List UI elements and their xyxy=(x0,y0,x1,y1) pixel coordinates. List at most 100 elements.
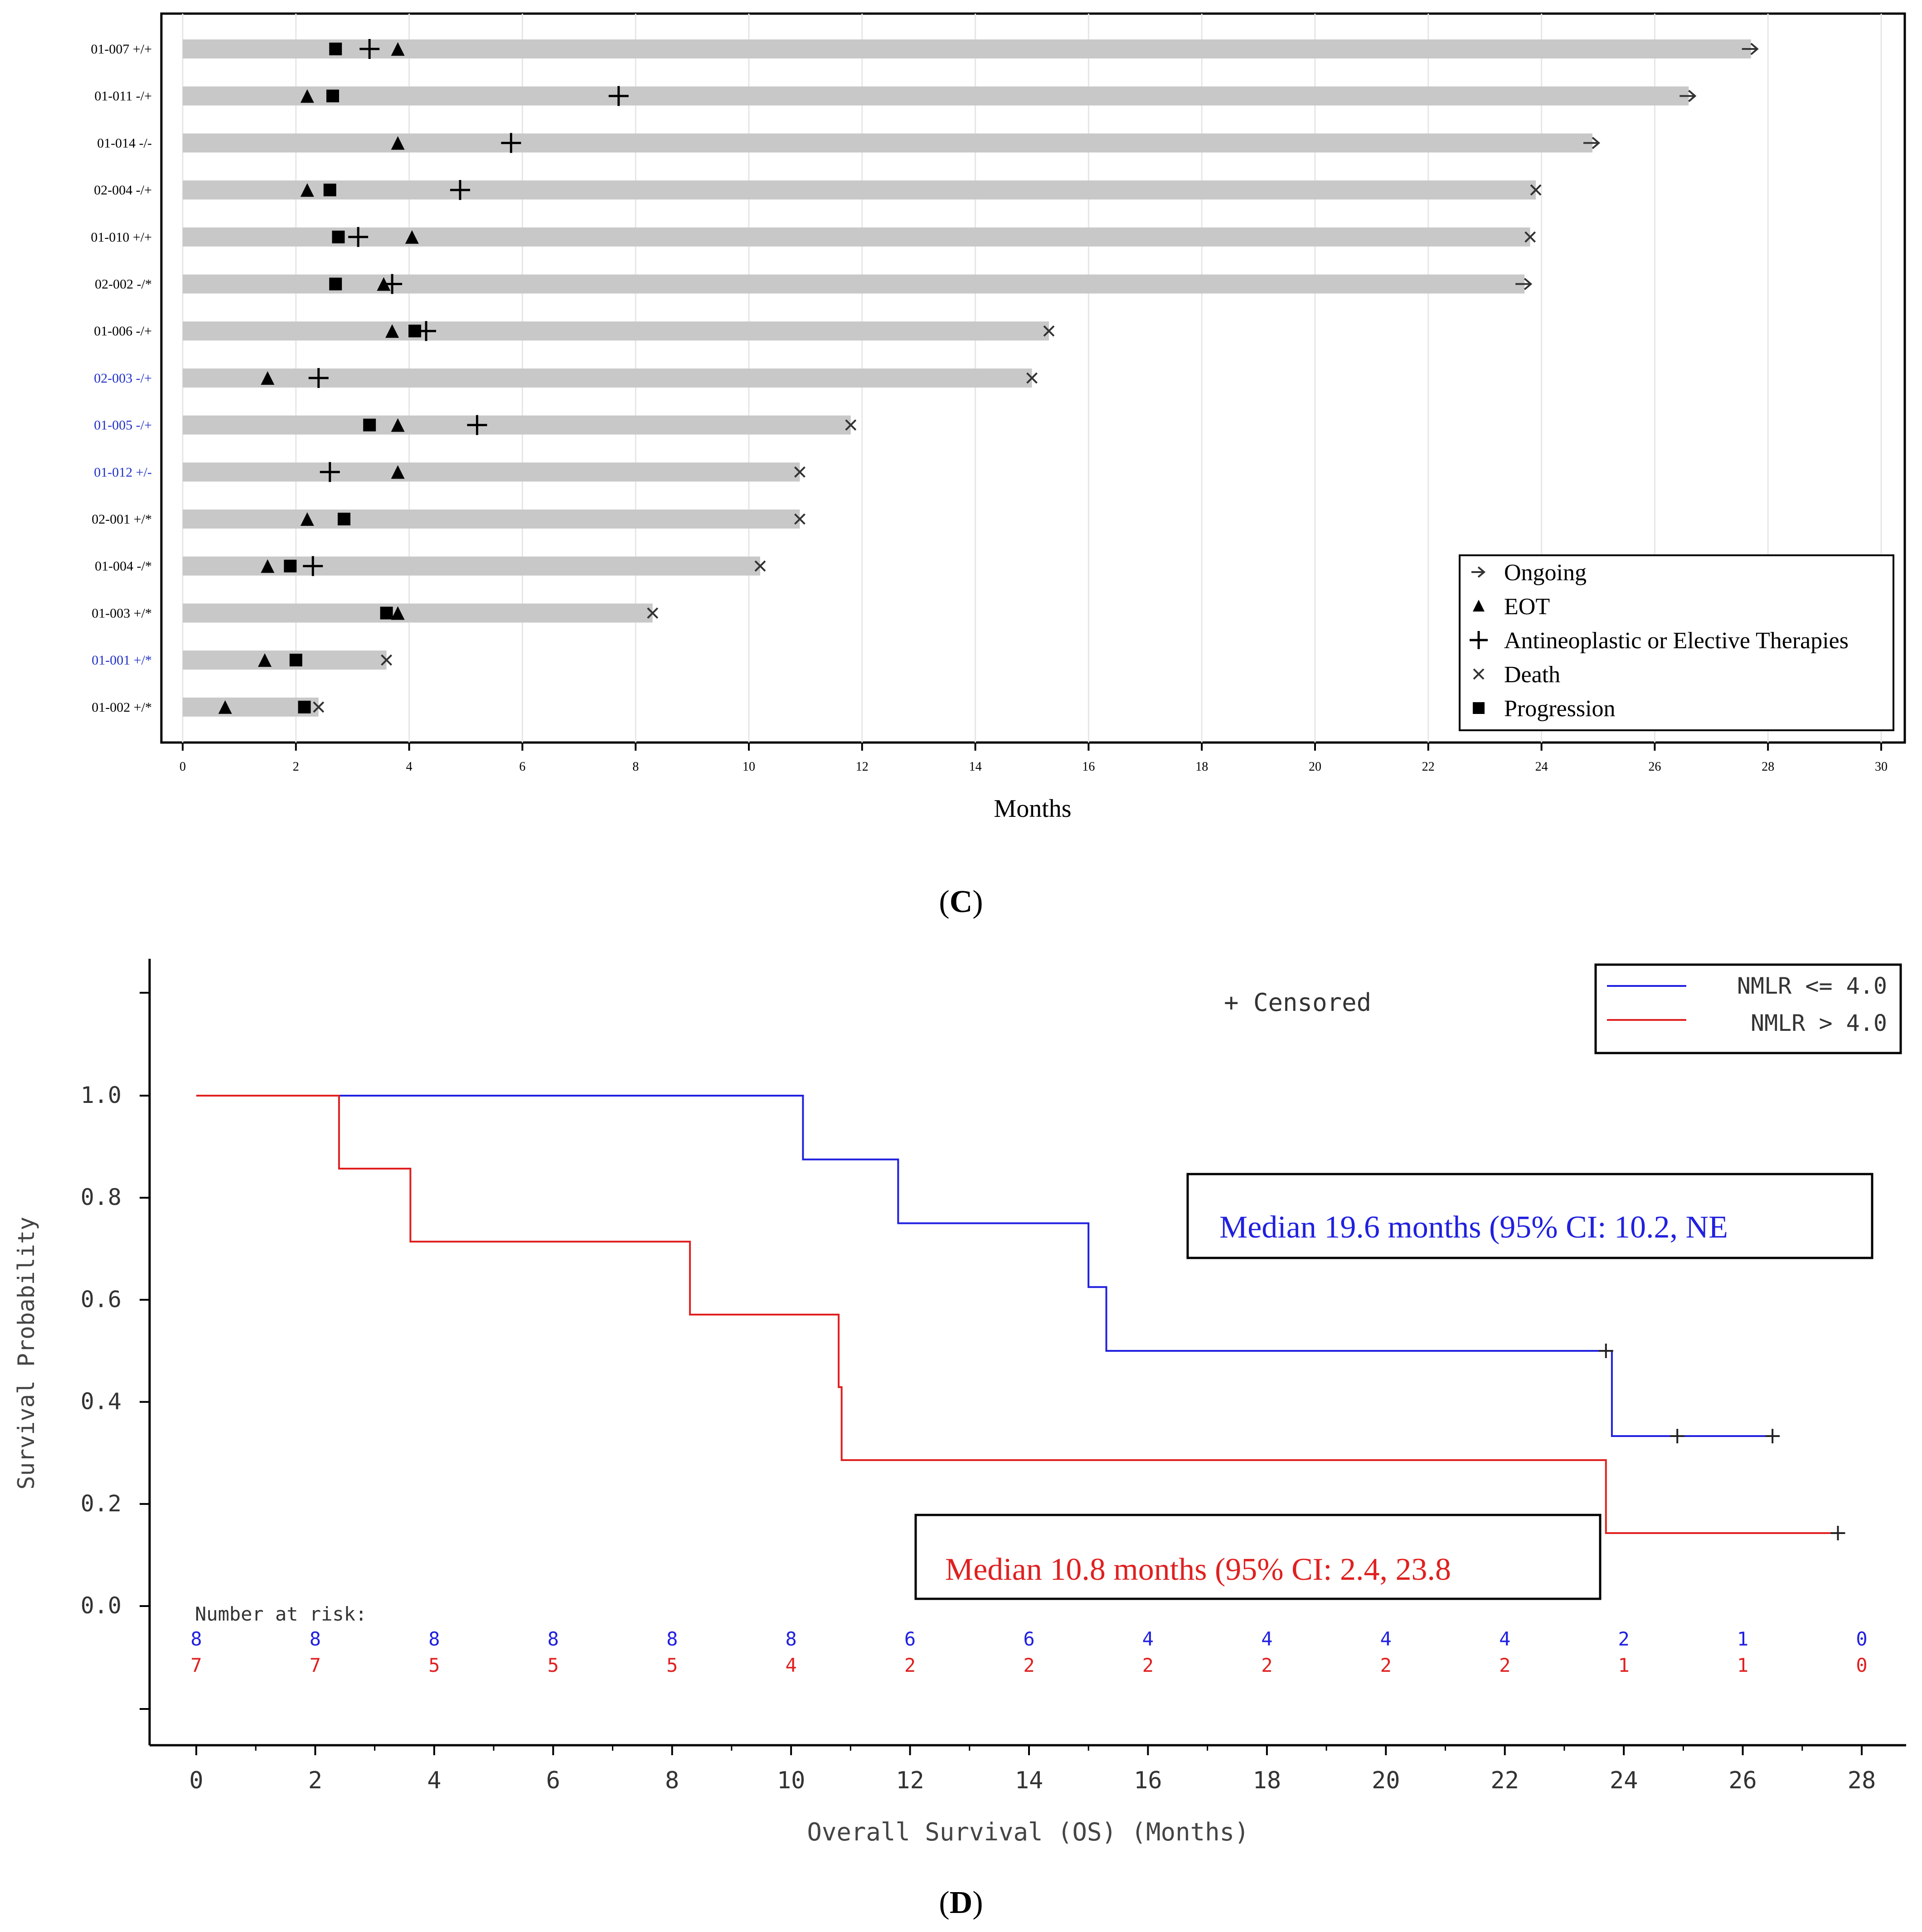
at-risk-blue: 8 xyxy=(548,1628,559,1650)
km-legend-label-blue: NMLR <= 4.0 xyxy=(1737,973,1887,999)
therapy-marker xyxy=(359,39,380,59)
death-marker-b xyxy=(1043,325,1055,337)
swimmer-bar xyxy=(183,556,760,576)
swimmer-plot-frame xyxy=(160,12,1906,744)
panel-letter-c: C xyxy=(950,884,973,919)
patient-label: 01-002 +/* xyxy=(92,700,152,715)
death-marker-b xyxy=(845,419,857,431)
therapy-marker xyxy=(320,462,340,482)
at-risk-blue: 8 xyxy=(190,1628,202,1650)
swimmer-x-tick-label: 20 xyxy=(1309,760,1321,774)
at-risk-red: 7 xyxy=(190,1654,202,1676)
eot-marker xyxy=(300,183,314,197)
ongoing-marker xyxy=(1515,277,1533,291)
patient-label: 02-001 +/* xyxy=(92,512,152,527)
at-risk-red: 2 xyxy=(1023,1654,1034,1676)
patient-label: 02-003 -/+ xyxy=(94,371,152,386)
therapy-marker xyxy=(450,180,471,200)
km-x-tick-label: 26 xyxy=(1728,1767,1757,1794)
therapy-marker xyxy=(608,86,629,106)
therapy-marker xyxy=(501,133,521,153)
at-risk-red: 5 xyxy=(548,1654,559,1676)
km-x-tick-label: 14 xyxy=(1015,1767,1044,1794)
at-risk-blue: 8 xyxy=(666,1628,678,1650)
median-box-red xyxy=(914,1514,1602,1600)
progression-marker xyxy=(284,559,297,573)
km-y-tick-label: 0.2 xyxy=(81,1490,121,1517)
swimmer-x-tick-label: 4 xyxy=(406,760,413,774)
ongoing-marker xyxy=(1679,90,1697,102)
legend-item-square: Progression xyxy=(1473,696,1616,722)
km-y-tick-label: 0.4 xyxy=(81,1388,121,1415)
legend-item-triangle: EOT xyxy=(1473,594,1550,620)
progression-marker xyxy=(380,607,393,620)
km-y-axis: 0.0 0.2 0.4 0.6 0.8 1.0 xyxy=(81,1082,150,1619)
death-marker-b xyxy=(381,654,393,666)
at-risk-blue: 4 xyxy=(1142,1628,1154,1650)
censor-mark xyxy=(1765,1429,1780,1444)
km-x-tick-label: 8 xyxy=(665,1767,679,1794)
progression-marker xyxy=(337,513,350,525)
km-x-tick-label: 2 xyxy=(308,1767,322,1794)
panel-letter-d: D xyxy=(950,1885,973,1920)
at-risk-red: 5 xyxy=(428,1654,440,1676)
death-marker-b xyxy=(647,607,659,619)
ongoing-marker-head xyxy=(1750,43,1759,55)
km-x-tick-label: 22 xyxy=(1490,1767,1519,1794)
swimmer-x-tick-label: 14 xyxy=(969,760,982,774)
km-x-tick-label: 4 xyxy=(427,1767,441,1794)
censor-mark xyxy=(1830,1525,1845,1540)
km-censor-marks xyxy=(1598,1344,1845,1540)
median-box-blue xyxy=(1186,1173,1873,1259)
at-risk-blue: 2 xyxy=(1618,1628,1629,1650)
at-risk-red: 2 xyxy=(904,1654,916,1676)
eot-marker xyxy=(261,371,275,385)
km-x-tick-label: 28 xyxy=(1848,1767,1876,1794)
at-risk-blue: 6 xyxy=(1023,1628,1034,1650)
swimmer-x-tick-label: 12 xyxy=(856,760,869,774)
swimmer-x-tick-label: 6 xyxy=(519,760,525,774)
swimmer-bar xyxy=(183,274,1525,294)
km-x-tick-label: 20 xyxy=(1372,1767,1400,1794)
eot-marker xyxy=(405,230,419,244)
km-y-tick-label: 1.0 xyxy=(81,1082,121,1108)
therapy-marker xyxy=(416,321,437,341)
median-annotation-blue: Median 19.6 months (95% CI: 10.2, NE xyxy=(1186,1173,1873,1259)
progression-marker xyxy=(363,418,376,432)
death-marker-b xyxy=(794,513,806,525)
swimmer-legend-box xyxy=(1459,554,1894,731)
swimmer-bar xyxy=(183,86,1689,106)
progression-marker xyxy=(323,184,336,197)
swimmer-bar xyxy=(183,180,1536,200)
censored-label: + Censored xyxy=(1224,988,1371,1017)
median-text-blue: Median 19.6 months (95% CI: 10.2, NE xyxy=(1219,1210,1728,1245)
legend-item-plus: Antineoplastic or Elective Therapies xyxy=(1470,628,1849,654)
eot-marker xyxy=(261,559,275,573)
km-plot-panel: 0.00.20.40.60.81.0 0 2 4 6 8 10 12 14 16 18 20 22 24… xyxy=(13,959,1906,1920)
at-risk-blue: 8 xyxy=(310,1628,321,1650)
median-annotation-red: Median 10.8 months (95% CI: 2.4, 23.8 xyxy=(914,1514,1602,1600)
patient-label: 01-001 +/* xyxy=(92,653,152,668)
panel-label-c: (C) xyxy=(939,884,983,919)
at-risk-red: 2 xyxy=(1261,1654,1272,1676)
eot-marker xyxy=(218,700,232,714)
therapy-marker xyxy=(308,368,329,388)
km-x-tick-label: 6 xyxy=(546,1767,560,1794)
swimmer-x-tick-label: 18 xyxy=(1195,760,1208,774)
swimmer-bar xyxy=(183,603,653,623)
swimmer-legend: Ongoing EOT Antineoplastic or Elective The… xyxy=(1459,554,1894,731)
progression-marker xyxy=(329,277,342,291)
at-risk-blue: 1 xyxy=(1737,1628,1748,1650)
swimmer-bar xyxy=(183,510,800,529)
death-marker xyxy=(794,466,806,478)
death-marker xyxy=(1530,184,1542,196)
km-curve-red xyxy=(196,1095,1838,1534)
death-marker-b xyxy=(794,466,806,478)
death-marker xyxy=(313,701,325,713)
km-x-axis: 0 2 4 6 8 10 12 14 16 18 20 22 24 26 28 xyxy=(189,1745,1876,1794)
legend-x-icon-b xyxy=(1473,668,1485,680)
swimmer-bar xyxy=(183,227,1530,247)
patient-label: 01-004 -/* xyxy=(95,559,152,574)
ongoing-marker-head xyxy=(1524,277,1533,291)
